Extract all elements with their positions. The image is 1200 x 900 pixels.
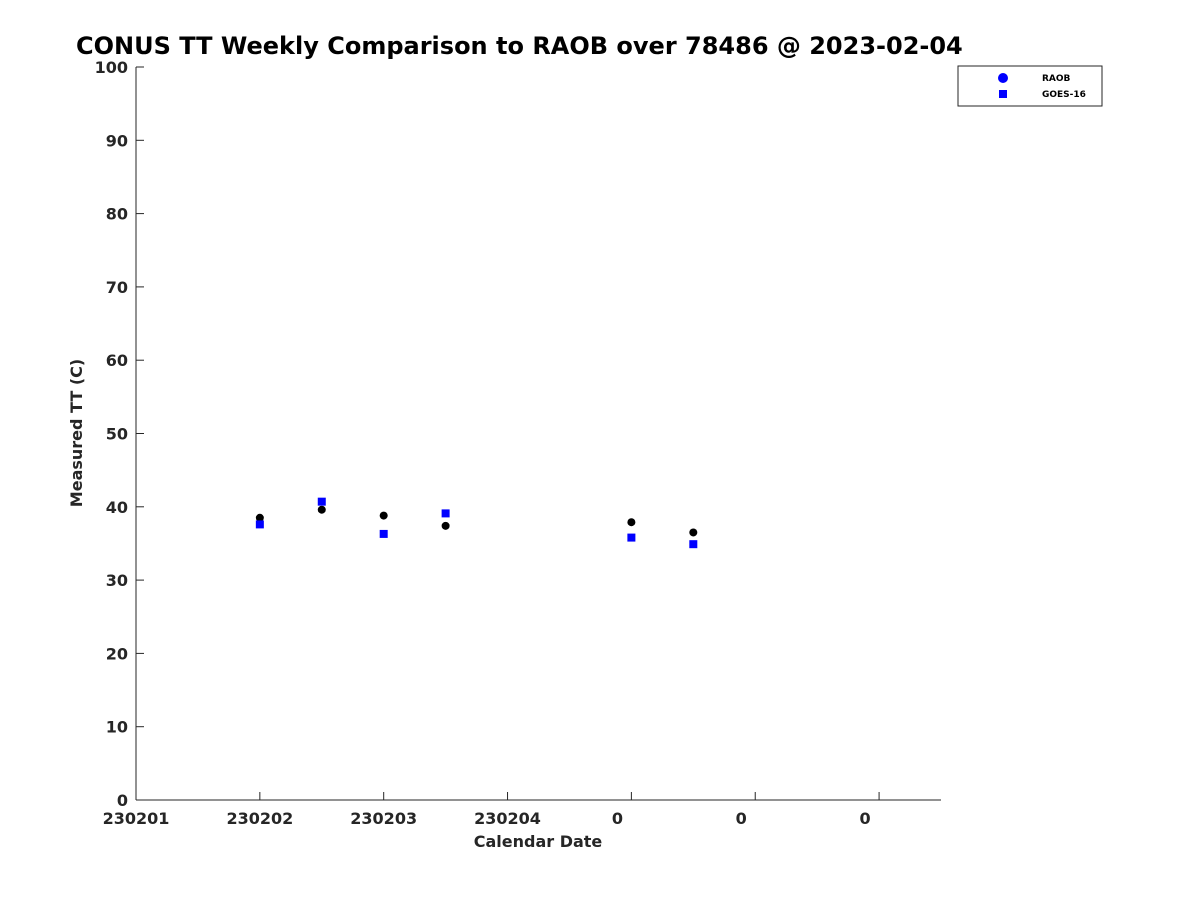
raob-point [627, 518, 636, 527]
raob-point [441, 521, 450, 530]
y-tick-label: 30 [106, 571, 128, 590]
x-tick-label: 0 [860, 809, 871, 828]
goes16-point [689, 540, 698, 549]
legend: RAOB GOES-16 [957, 65, 1103, 107]
x-tick-label: 230201 [103, 809, 170, 828]
x-axis-label: Calendar Date [474, 832, 603, 851]
y-tick-label: 40 [106, 498, 128, 517]
raob-point [379, 511, 388, 520]
goes16-point [379, 529, 388, 538]
y-tick-label: 50 [106, 425, 128, 444]
legend-label: RAOB [1042, 74, 1071, 84]
x-tick-label: 0 [612, 809, 623, 828]
y-tick-label: 0 [117, 791, 128, 810]
x-tick-label: 230202 [226, 809, 293, 828]
raob-point [255, 513, 264, 522]
x-tick-label: 230204 [474, 809, 541, 828]
y-tick-label: 60 [106, 351, 128, 370]
x-tick-label: 230203 [350, 809, 417, 828]
y-tick-label: 90 [106, 131, 128, 150]
goes16-point [317, 497, 326, 506]
goes16-point [255, 520, 264, 529]
raob-point [317, 505, 326, 514]
y-axis-label: Measured TT (C) [67, 359, 86, 507]
raob-point [689, 528, 698, 537]
y-tick-label: 10 [106, 718, 128, 737]
chart-title: CONUS TT Weekly Comparison to RAOB over … [76, 32, 963, 60]
legend-label: GOES-16 [1042, 90, 1086, 100]
goes16-point [627, 533, 636, 542]
legend-marker-goes16 [999, 90, 1007, 98]
y-tick-label: 20 [106, 644, 128, 663]
y-ticks: 0 10 20 30 40 50 60 70 80 90 100 [95, 58, 144, 810]
legend-box [957, 65, 1103, 107]
data-points [255, 497, 698, 549]
goes16-point [441, 509, 450, 518]
y-tick-label: 70 [106, 278, 128, 297]
x-ticks: 230201 230202 230203 230204 0 0 0 [103, 792, 880, 828]
x-tick-label: 0 [736, 809, 747, 828]
y-tick-label: 100 [95, 58, 128, 77]
y-tick-label: 80 [106, 205, 128, 224]
legend-marker-raob [998, 73, 1008, 83]
axes [135, 67, 941, 801]
